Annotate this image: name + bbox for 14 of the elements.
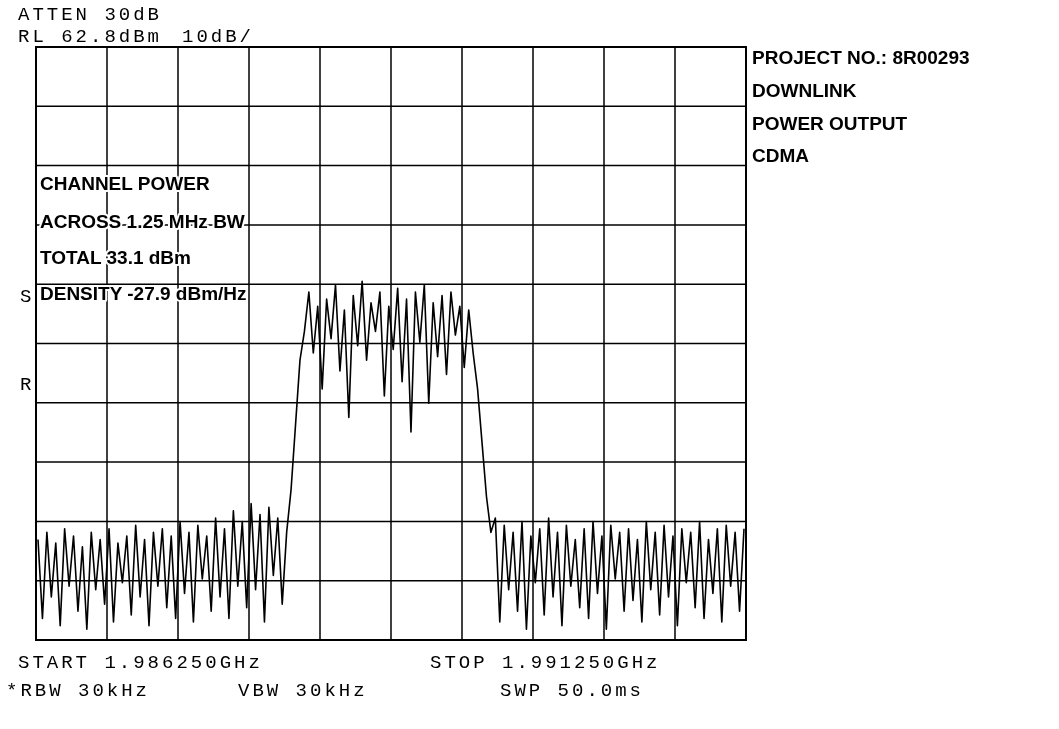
text: VBW 30kHz: [238, 680, 368, 702]
text: POWER OUTPUT: [752, 113, 908, 134]
text: 10dB/: [182, 26, 255, 48]
text: DOWNLINK: [752, 80, 857, 101]
text: START 1.986250GHz: [18, 652, 263, 674]
text: PROJECT NO.: 8R00293: [752, 47, 970, 68]
text: *RBW 30kHz: [6, 680, 151, 702]
text: S: [20, 286, 35, 308]
text: R: [20, 374, 35, 396]
text: ATTEN 30dB: [18, 4, 163, 26]
text: STOP 1.991250GHz: [430, 652, 661, 674]
text: SWP 50.0ms: [500, 680, 645, 702]
text: CDMA: [752, 145, 810, 166]
text: RL 62.8dBm: [18, 26, 163, 48]
